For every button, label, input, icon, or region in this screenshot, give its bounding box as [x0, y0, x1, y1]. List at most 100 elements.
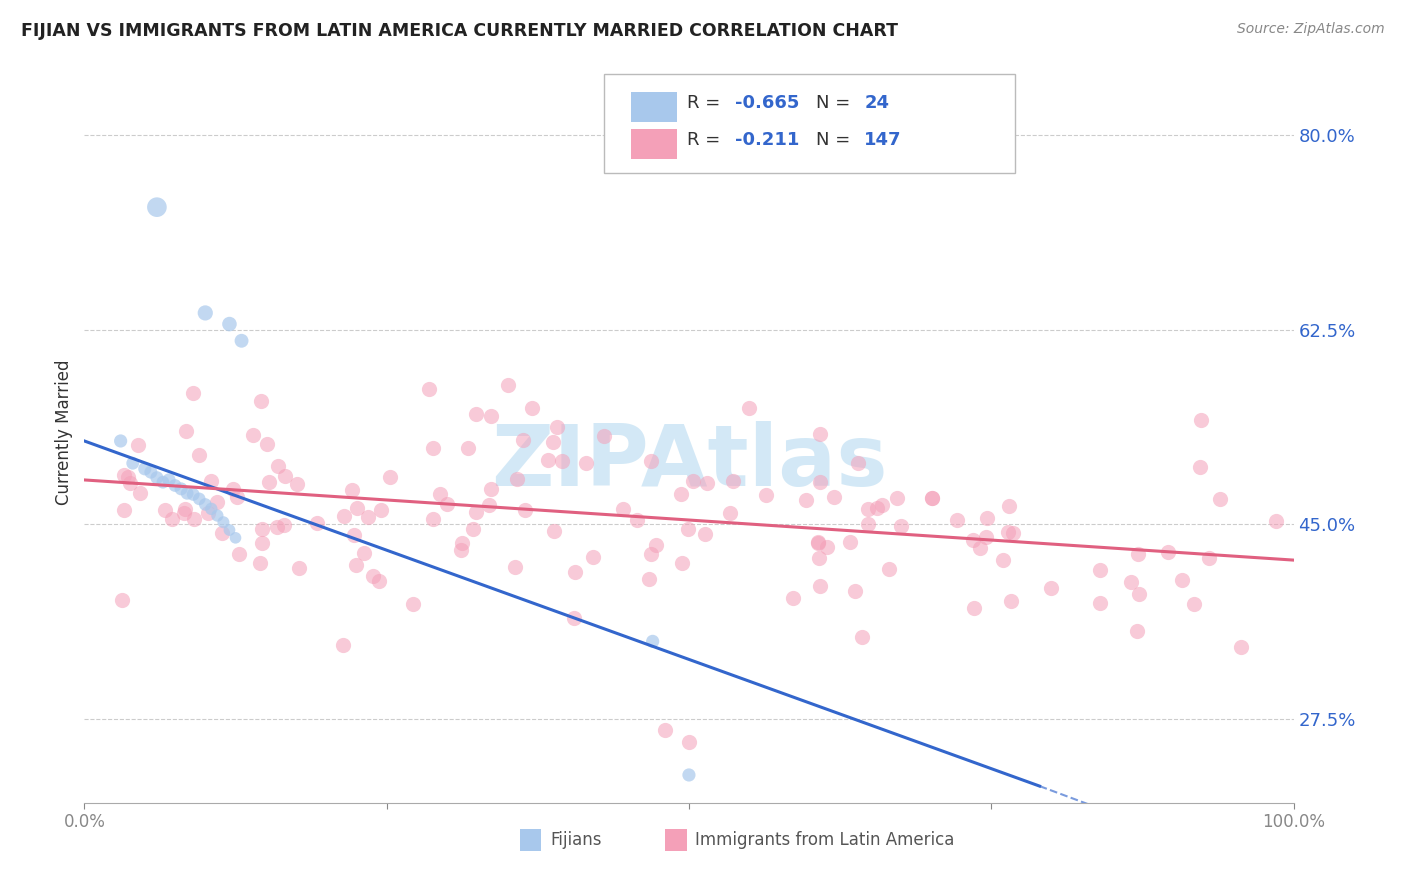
Point — [450, 536, 472, 550]
Point — [1128, 587, 1150, 601]
Point — [197, 506, 219, 520]
Point — [640, 454, 662, 468]
Point — [231, 334, 253, 348]
Point — [187, 448, 209, 462]
Point — [194, 306, 217, 320]
Point — [273, 517, 295, 532]
Point — [582, 549, 605, 564]
Point — [288, 560, 311, 574]
Point — [173, 506, 195, 520]
Point — [112, 468, 135, 483]
Point — [669, 487, 692, 501]
Text: R =: R = — [686, 131, 725, 149]
Point — [174, 425, 197, 439]
Point — [782, 591, 804, 605]
Point — [121, 456, 143, 470]
Point — [343, 528, 366, 542]
Point — [357, 509, 380, 524]
Point — [543, 524, 565, 538]
Point — [256, 437, 278, 451]
Point — [242, 427, 264, 442]
Point — [332, 508, 354, 523]
Point — [250, 522, 273, 536]
Point — [176, 486, 198, 500]
Point — [112, 503, 135, 517]
Point — [181, 487, 204, 501]
Point — [225, 531, 247, 545]
Point — [344, 558, 367, 572]
Point — [285, 476, 308, 491]
Point — [991, 552, 1014, 566]
Point — [1002, 526, 1025, 541]
Point — [796, 493, 818, 508]
Point — [157, 473, 180, 487]
Point — [696, 475, 718, 490]
Point — [505, 472, 527, 486]
Point — [870, 498, 893, 512]
Point — [402, 597, 425, 611]
Point — [478, 498, 501, 512]
Text: N =: N = — [815, 131, 856, 149]
Point — [134, 462, 156, 476]
Point — [153, 503, 176, 517]
Point — [1209, 491, 1232, 506]
Point — [546, 419, 568, 434]
Point — [997, 499, 1019, 513]
Point — [755, 488, 778, 502]
Point — [823, 490, 845, 504]
Point — [146, 200, 169, 214]
Point — [353, 546, 375, 560]
Point — [738, 401, 761, 415]
Point — [170, 482, 193, 496]
Point — [1182, 597, 1205, 611]
Point — [146, 471, 169, 485]
Text: Immigrants from Latin America: Immigrants from Latin America — [695, 830, 955, 849]
Point — [422, 441, 444, 455]
Text: Source: ZipAtlas.com: Source: ZipAtlas.com — [1237, 22, 1385, 37]
Point — [807, 551, 830, 566]
FancyBboxPatch shape — [520, 829, 541, 851]
Point — [436, 497, 458, 511]
Point — [886, 491, 908, 505]
Point — [340, 483, 363, 497]
Point — [678, 768, 700, 782]
Point — [111, 593, 134, 607]
FancyBboxPatch shape — [605, 73, 1015, 173]
Point — [1126, 547, 1149, 561]
Point — [181, 386, 204, 401]
Point — [562, 611, 585, 625]
Point — [173, 502, 195, 516]
FancyBboxPatch shape — [665, 829, 686, 851]
Point — [723, 474, 745, 488]
Point — [976, 511, 998, 525]
Point — [117, 469, 139, 483]
Point — [450, 543, 472, 558]
Text: FIJIAN VS IMMIGRANTS FROM LATIN AMERICA CURRENTLY MARRIED CORRELATION CHART: FIJIAN VS IMMIGRANTS FROM LATIN AMERICA … — [21, 22, 898, 40]
Point — [1157, 545, 1180, 559]
Point — [188, 491, 211, 506]
Point — [162, 511, 184, 525]
Point — [575, 456, 598, 470]
Point — [267, 458, 290, 473]
Point — [218, 523, 240, 537]
Point — [1191, 413, 1213, 427]
Point — [207, 508, 229, 523]
Point — [806, 534, 828, 549]
Point — [1171, 574, 1194, 588]
Point — [671, 557, 693, 571]
Point — [645, 538, 668, 552]
Point — [152, 475, 174, 490]
Text: 24: 24 — [865, 95, 889, 112]
Point — [513, 502, 536, 516]
Point — [212, 515, 235, 529]
Point — [641, 634, 664, 648]
Point — [464, 407, 486, 421]
Point — [1000, 594, 1022, 608]
Point — [305, 516, 328, 530]
Point — [866, 500, 889, 515]
Point — [640, 547, 662, 561]
Point — [370, 503, 392, 517]
Point — [503, 560, 526, 574]
FancyBboxPatch shape — [631, 129, 676, 159]
Point — [693, 527, 716, 541]
